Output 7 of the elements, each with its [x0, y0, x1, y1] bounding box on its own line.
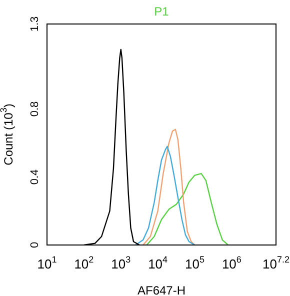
- y-tick-label: 0: [29, 242, 42, 248]
- x-axis-title: AF647-H: [137, 283, 186, 296]
- chart-title: P1: [154, 4, 170, 18]
- y-tick-label: 1.3: [29, 16, 42, 32]
- y-tick-label: 0.4: [29, 169, 42, 185]
- y-axis-title: Count (103): [0, 104, 16, 166]
- y-tick-label: 0.8: [29, 101, 42, 117]
